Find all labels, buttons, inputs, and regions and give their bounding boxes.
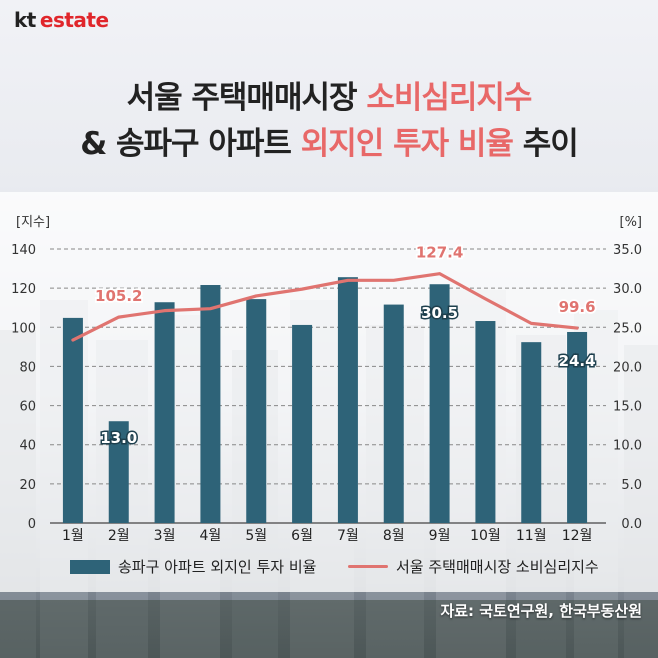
left-tick-label: 60: [19, 400, 36, 415]
right-tick-label: 0.0: [621, 517, 642, 532]
left-tick-label: 20: [19, 478, 36, 493]
left-tick-label: 120: [11, 282, 36, 297]
left-axis-unit: [지수]: [16, 215, 50, 230]
bar: [383, 304, 404, 523]
source-note: 자료: 국토연구원, 한국부동산원: [440, 602, 642, 620]
legend-item-bar: 송파구 아파트 외지인 투자 비율: [70, 556, 316, 577]
title-line-1-part-a: 서울 주택매매시장: [126, 80, 367, 116]
left-tick-label: 140: [11, 243, 36, 258]
left-tick-label: 40: [19, 439, 36, 454]
legend-item-line: 서울 주택매매시장 소비심리지수: [348, 556, 599, 577]
title-line-2-part-a: & 송파구 아파트: [80, 126, 301, 162]
bar: [429, 284, 450, 523]
brand-estate: estate: [39, 8, 109, 32]
chart-legend: 송파구 아파트 외지인 투자 비율 서울 주택매매시장 소비심리지수: [0, 556, 658, 580]
legend-bar-label: 송파구 아파트 외지인 투자 비율: [118, 558, 317, 576]
title-line-2-part-c: 추이: [512, 126, 579, 162]
right-tick-label: 30.0: [613, 282, 642, 297]
right-tick-label: 25.0: [613, 321, 642, 336]
bar: [246, 299, 267, 523]
line-data-label: 99.6: [559, 298, 596, 316]
bar: [200, 285, 221, 523]
title-line-1-highlight: 소비심리지수: [366, 80, 532, 116]
legend-line-swatch: [348, 565, 388, 568]
bar: [337, 277, 358, 523]
x-tick-label: 1월: [62, 528, 84, 544]
chart-panel: [0, 192, 658, 592]
right-tick-label: 15.0: [613, 400, 642, 415]
x-tick-label: 3월: [154, 528, 176, 544]
brand-kt: kt: [14, 8, 36, 32]
legend-bar-swatch: [70, 559, 110, 574]
bar: [567, 331, 588, 523]
left-tick-label: 0: [28, 517, 36, 532]
x-tick-label: 9월: [429, 528, 451, 544]
line-data-label: 127.4: [416, 244, 463, 262]
left-tick-label: 80: [19, 360, 36, 375]
x-tick-label: 2월: [108, 528, 130, 544]
title-line-1: 서울 주택매매시장 소비심리지수: [0, 72, 658, 117]
x-tick-label: 11월: [516, 528, 547, 544]
kt-estate-logo: kt estate: [14, 8, 109, 32]
bar: [62, 317, 83, 523]
title-line-2-highlight: 외지인 투자 비율: [300, 126, 514, 162]
x-tick-label: 7월: [337, 528, 359, 544]
right-axis-unit: [%]: [620, 215, 643, 230]
x-tick-label: 5월: [245, 528, 267, 544]
right-tick-label: 10.0: [613, 439, 642, 454]
bar: [154, 302, 175, 523]
bar: [475, 321, 496, 523]
line-series: [71, 272, 579, 342]
left-tick-label: 100: [11, 321, 36, 336]
right-tick-label: 20.0: [613, 360, 642, 375]
x-tick-label: 10월: [470, 528, 501, 544]
bar-data-label: 13.0: [100, 429, 137, 447]
right-tick-label: 35.0: [613, 243, 642, 258]
legend-line-label: 서울 주택매매시장 소비심리지수: [396, 558, 599, 576]
bar: [292, 324, 313, 523]
bar: [521, 342, 542, 523]
bar: [108, 421, 129, 523]
x-tick-label: 12월: [562, 528, 593, 544]
x-tick-label: 4월: [200, 528, 222, 544]
line-data-label: 105.2: [95, 287, 142, 305]
bar-data-label: 24.4: [559, 352, 596, 370]
right-tick-label: 5.0: [621, 478, 642, 493]
title-line-2: & 송파구 아파트 외지인 투자 비율 추이: [0, 118, 658, 163]
bar-data-label: 30.5: [421, 304, 458, 322]
x-tick-label: 8월: [383, 528, 405, 544]
x-tick-label: 6월: [291, 528, 313, 544]
